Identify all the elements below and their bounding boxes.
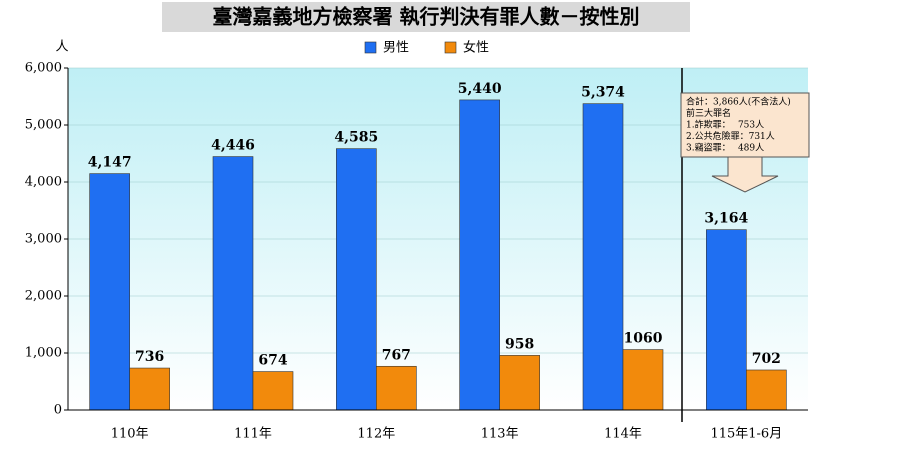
- y-tick-label: 5,000: [25, 118, 62, 133]
- annotation-line: 合計：3,866人(不含法人): [686, 96, 791, 108]
- bar: [129, 367, 170, 411]
- bar: [499, 355, 540, 411]
- annotation-line: 1.詐欺罪： 753人: [686, 119, 764, 131]
- value-label: 736: [135, 349, 164, 365]
- x-tick-label: 115年1-6月: [710, 427, 782, 442]
- legend-swatch: [444, 41, 457, 54]
- annotation-line: 3.竊盜罪： 489人: [686, 142, 764, 154]
- value-label: 4,585: [334, 130, 378, 146]
- value-label: 674: [258, 353, 287, 369]
- value-label: 702: [752, 351, 781, 367]
- value-label: 958: [505, 336, 534, 352]
- annotation-box: [680, 92, 810, 158]
- x-tick-label: 111年: [234, 427, 272, 442]
- value-label: 5,374: [581, 85, 625, 101]
- x-tick-label: 110年: [111, 427, 149, 442]
- bar: [336, 148, 377, 411]
- chart-title: 臺灣嘉義地方檢察署 執行判決有罪人數－按性別: [213, 5, 640, 29]
- bar: [89, 173, 130, 411]
- y-tick-label: 0: [54, 403, 62, 418]
- value-label: 5,440: [458, 81, 502, 97]
- y-tick-label: 6,000: [25, 61, 62, 76]
- annotation-arrow: [711, 156, 779, 193]
- bar: [376, 365, 417, 411]
- x-tick-label: 114年: [604, 427, 642, 442]
- bar: [582, 103, 624, 411]
- bar: [746, 369, 787, 411]
- annotation-line: 前三大罪名: [686, 107, 731, 119]
- value-label: 767: [382, 347, 411, 363]
- bar: [212, 156, 254, 411]
- x-tick-label: 112年: [357, 427, 395, 442]
- y-tick-label: 1,000: [25, 346, 62, 361]
- bar: [706, 229, 747, 411]
- x-tick-label: 113年: [481, 427, 519, 442]
- value-label: 4,446: [211, 138, 255, 154]
- bar: [252, 371, 294, 411]
- y-tick-label: 3,000: [25, 232, 62, 247]
- annotation-line: 2.公共危險罪：731人: [686, 130, 775, 142]
- y-tick-label: 2,000: [25, 289, 62, 304]
- legend-swatch: [364, 41, 377, 54]
- legend-label: 男性: [383, 41, 409, 56]
- legend-label: 女性: [463, 40, 489, 56]
- y-axis-label: 人: [55, 40, 68, 55]
- value-label: 4,147: [88, 155, 132, 171]
- title-background: [162, 2, 690, 32]
- bar: [622, 349, 664, 411]
- value-label: 1060: [624, 331, 663, 347]
- value-label: 3,164: [704, 211, 748, 227]
- bar: [459, 99, 500, 411]
- y-tick-label: 4,000: [25, 175, 62, 190]
